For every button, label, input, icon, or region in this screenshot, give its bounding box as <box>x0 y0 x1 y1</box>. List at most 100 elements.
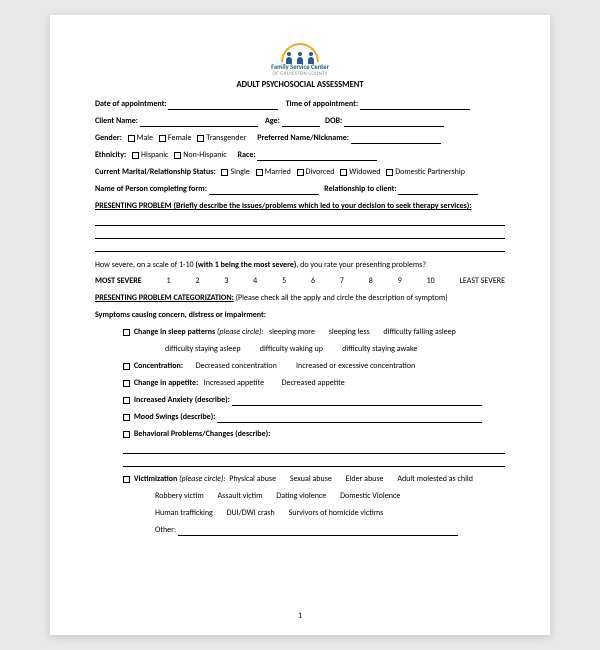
presenting-post: (Briefly describe the issues/problems wh… <box>172 201 472 211</box>
scale-5[interactable]: 5 <box>282 276 286 286</box>
victim-o9[interactable]: Human trafficking <box>155 508 213 518</box>
nickname-input[interactable] <box>351 135 441 144</box>
checkbox-married[interactable] <box>256 169 263 176</box>
victim-o10[interactable]: DUI/DWI crash <box>227 508 275 518</box>
checkbox-concentration[interactable] <box>123 363 130 370</box>
opt-divorced: Divorced <box>306 167 335 177</box>
row-victimization-2: Robbery victim Assault victim Dating vio… <box>95 490 505 502</box>
checkbox-mood[interactable] <box>123 414 130 421</box>
mood-input[interactable] <box>217 414 482 423</box>
logo-subtitle: OF GALVESTON COUNTY <box>95 71 505 77</box>
completing-input[interactable] <box>209 186 319 195</box>
appetite-o2[interactable]: Decreased appetite <box>282 378 345 388</box>
checkbox-domestic[interactable] <box>386 169 393 176</box>
victim-o2[interactable]: Sexual abuse <box>290 474 332 484</box>
severity-question: How severe, on a scale of 1-10 (with 1 b… <box>95 259 505 271</box>
presenting-line-2[interactable] <box>95 230 505 239</box>
opt-female: Female <box>168 133 192 143</box>
marital-label: Current Marital/Relationship Status: <box>95 167 216 177</box>
checkbox-female[interactable] <box>159 135 166 142</box>
sleep-o5[interactable]: difficulty waking up <box>260 344 323 354</box>
row-date-time: Date of appointment: Time of appointment… <box>95 98 505 110</box>
scale-4[interactable]: 4 <box>253 276 257 286</box>
scale-2[interactable]: 2 <box>195 276 199 286</box>
anxiety-input[interactable] <box>232 397 482 406</box>
victim-o5[interactable]: Robbery victim <box>155 491 204 501</box>
behavioral-line-2[interactable] <box>123 458 505 467</box>
row-victimization-3: Human trafficking DUI/DWI crash Survivor… <box>95 507 505 519</box>
victim-o7[interactable]: Dating violence <box>276 491 326 501</box>
checkbox-divorced[interactable] <box>297 169 304 176</box>
checkbox-widowed[interactable] <box>340 169 347 176</box>
scale-10[interactable]: 10 <box>427 276 435 286</box>
opt-transgender: Transgender <box>206 133 246 143</box>
page-number: 1 <box>298 611 302 621</box>
row-sleep: Change in sleep patterns (please circle)… <box>95 326 505 338</box>
client-input[interactable] <box>140 118 258 127</box>
symptoms-label: Symptoms causing concern, distress or im… <box>95 309 505 321</box>
checkbox-transgender[interactable] <box>197 135 204 142</box>
row-marital: Current Marital/Relationship Status: Sin… <box>95 166 505 178</box>
presenting-line-1[interactable] <box>95 217 505 226</box>
scale-9[interactable]: 9 <box>398 276 402 286</box>
opt-male: Male <box>137 133 154 143</box>
sleep-o3[interactable]: difficulty falling asleep <box>383 327 455 337</box>
sleep-hint: (please circle): <box>217 327 264 337</box>
row-sleep-2: difficulty staying asleep difficulty wak… <box>95 343 505 355</box>
row-anxiety: Increased Anxiety (describe): <box>95 394 505 406</box>
victim-other-label: Other: <box>155 525 176 535</box>
time-input[interactable] <box>360 101 470 110</box>
checkbox-appetite[interactable] <box>123 380 130 387</box>
checkbox-hispanic[interactable] <box>132 152 139 159</box>
sleep-o1[interactable]: sleeping more <box>269 327 315 337</box>
gender-label: Gender: <box>95 133 122 143</box>
relation-label: Relationship to client: <box>324 184 396 194</box>
behavioral-line-1[interactable] <box>123 445 505 454</box>
victim-o11[interactable]: Survivors of homicide victims <box>289 508 384 518</box>
conc-o1[interactable]: Decreased concentration <box>196 361 277 371</box>
row-gender: Gender: Male Female Transgender Preferre… <box>95 132 505 144</box>
scale-6[interactable]: 6 <box>311 276 315 286</box>
victim-o8[interactable]: Domestic Violence <box>340 491 400 501</box>
opt-single: Single <box>230 167 249 177</box>
date-input[interactable] <box>168 101 278 110</box>
victim-o3[interactable]: Elder abuse <box>346 474 384 484</box>
checkbox-sleep[interactable] <box>123 329 130 336</box>
scale-3[interactable]: 3 <box>224 276 228 286</box>
checkbox-behavioral[interactable] <box>123 431 130 438</box>
relation-input[interactable] <box>398 186 478 195</box>
race-input[interactable] <box>257 152 377 161</box>
sleep-o2[interactable]: sleeping less <box>329 327 370 337</box>
scale-8[interactable]: 8 <box>369 276 373 286</box>
checkbox-nonhispanic[interactable] <box>174 152 181 159</box>
sleep-o6[interactable]: difficulty staying awake <box>342 344 417 354</box>
checkbox-anxiety[interactable] <box>123 397 130 404</box>
victim-other-input[interactable] <box>178 527 458 536</box>
conc-o2[interactable]: Increased or excessive concentration <box>296 361 415 371</box>
victim-o4[interactable]: Adult molested as child <box>397 474 473 484</box>
age-input[interactable] <box>282 118 320 127</box>
checkbox-victimization[interactable] <box>123 476 130 483</box>
presenting-line-3[interactable] <box>95 243 505 252</box>
assessment-form-page: Family Service Center OF GALVESTON COUNT… <box>50 15 550 635</box>
race-label: Race: <box>238 150 256 160</box>
sleep-o4[interactable]: difficulty staying asleep <box>165 344 241 354</box>
checkbox-male[interactable] <box>128 135 135 142</box>
logo-arc-icon <box>281 43 319 62</box>
scale-7[interactable]: 7 <box>340 276 344 286</box>
row-behavioral: Behavioral Problems/Changes (describe): <box>95 428 505 440</box>
appetite-o1[interactable]: Increased appetite <box>204 378 264 388</box>
row-completing: Name of Person completing form: Relation… <box>95 183 505 195</box>
logo: Family Service Center OF GALVESTON COUNT… <box>95 43 505 77</box>
dob-input[interactable] <box>344 118 444 127</box>
appetite-label: Change in appetite: <box>134 378 198 388</box>
date-label: Date of appointment: <box>95 99 167 109</box>
victim-o1[interactable]: Physical abuse <box>229 474 276 484</box>
mood-label: Mood Swings (describe): <box>134 412 216 422</box>
cat-post: (Please check all the apply and circle t… <box>234 293 448 303</box>
checkbox-single[interactable] <box>221 169 228 176</box>
nickname-label: Preferred Name/Nickname: <box>257 133 349 143</box>
scale-1[interactable]: 1 <box>166 276 170 286</box>
victim-o6[interactable]: Assault victim <box>218 491 263 501</box>
row-client: Client Name: Age: DOB: <box>95 115 505 127</box>
